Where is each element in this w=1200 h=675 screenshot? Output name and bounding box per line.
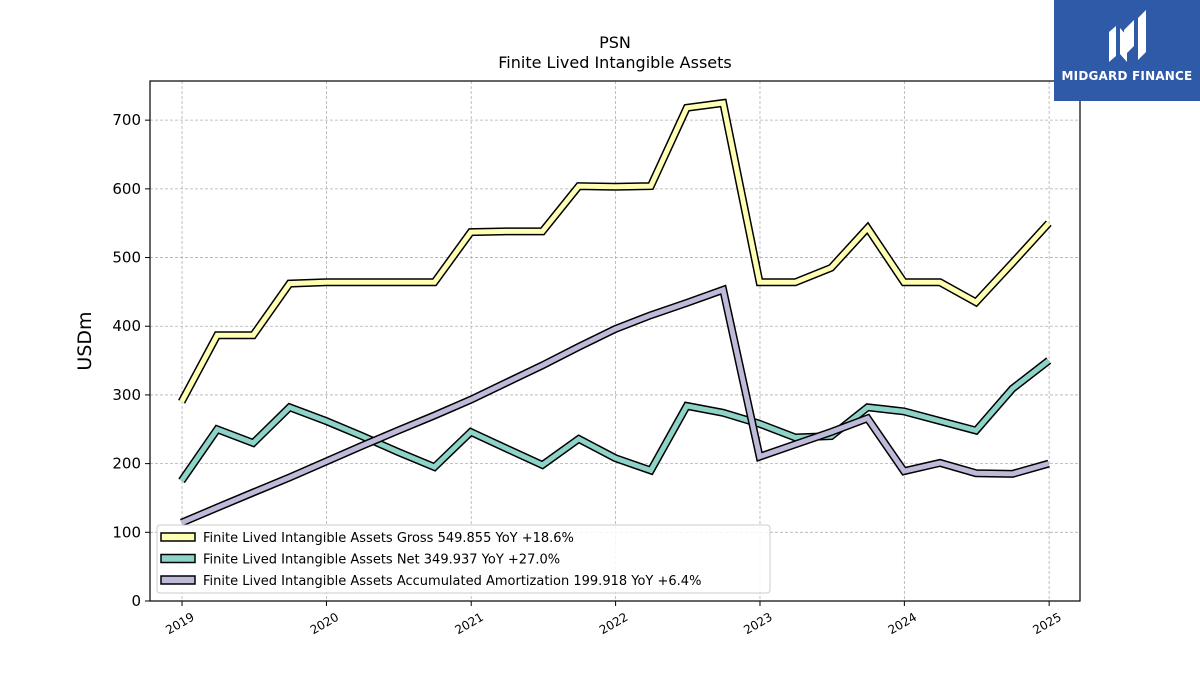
y-axis-label: USDm — [74, 311, 96, 370]
series-2 — [178, 357, 1052, 484]
chart-subtitle: Finite Lived Intangible Assets — [498, 53, 731, 72]
series-line — [179, 100, 1051, 403]
y-tick-label: 300 — [112, 386, 141, 404]
legend-label: Finite Lived Intangible Assets Gross 549… — [203, 531, 574, 546]
m-monogram-icon — [1109, 10, 1146, 62]
legend: Finite Lived Intangible Assets Gross 549… — [156, 524, 771, 594]
y-tick-label: 400 — [112, 317, 141, 335]
y-tick-label: 100 — [112, 523, 141, 541]
x-tick-label: 2024 — [886, 610, 919, 637]
x-tick-label: 2019 — [163, 610, 196, 637]
series-line — [180, 286, 1050, 526]
y-tick-label: 500 — [112, 249, 141, 267]
x-tick-label: 2021 — [452, 610, 485, 637]
y-tick-label: 600 — [112, 180, 141, 198]
y-axis: 0 100 200 300 400 500 600 700 — [112, 111, 150, 610]
y-tick-label: 200 — [112, 455, 141, 473]
series-layer — [178, 98, 1052, 527]
series-line-outline — [178, 98, 1052, 404]
brand-name: MIDGARD FINANCE — [1061, 69, 1193, 83]
series-line-outline — [178, 357, 1052, 484]
legend-label: Finite Lived Intangible Assets Net 349.9… — [203, 553, 560, 568]
legend-swatch — [160, 553, 196, 564]
series-line-outline — [180, 284, 1050, 527]
grid-lines — [150, 81, 1080, 602]
brand-logo: MIDGARD FINANCE — [1054, 0, 1200, 101]
plot-area-frame — [149, 80, 1081, 602]
series-3 — [180, 284, 1050, 527]
legend-box — [156, 524, 771, 594]
legend-swatch — [160, 575, 196, 585]
legend-swatch — [160, 532, 196, 542]
x-tick-label: 2020 — [308, 610, 341, 637]
series-1 — [178, 98, 1052, 404]
x-axis: 2019 2020 2021 2022 2023 2024 2025 — [163, 601, 1064, 637]
x-tick-label: 2023 — [741, 610, 774, 637]
x-tick-label: 2022 — [597, 610, 630, 637]
y-tick-label: 0 — [131, 592, 141, 610]
series-line — [179, 358, 1051, 483]
legend-label: Finite Lived Intangible Assets Accumulat… — [203, 574, 701, 589]
y-tick-label: 700 — [112, 111, 141, 129]
x-tick-label: 2025 — [1030, 610, 1063, 637]
chart-title: PSN — [599, 33, 631, 52]
